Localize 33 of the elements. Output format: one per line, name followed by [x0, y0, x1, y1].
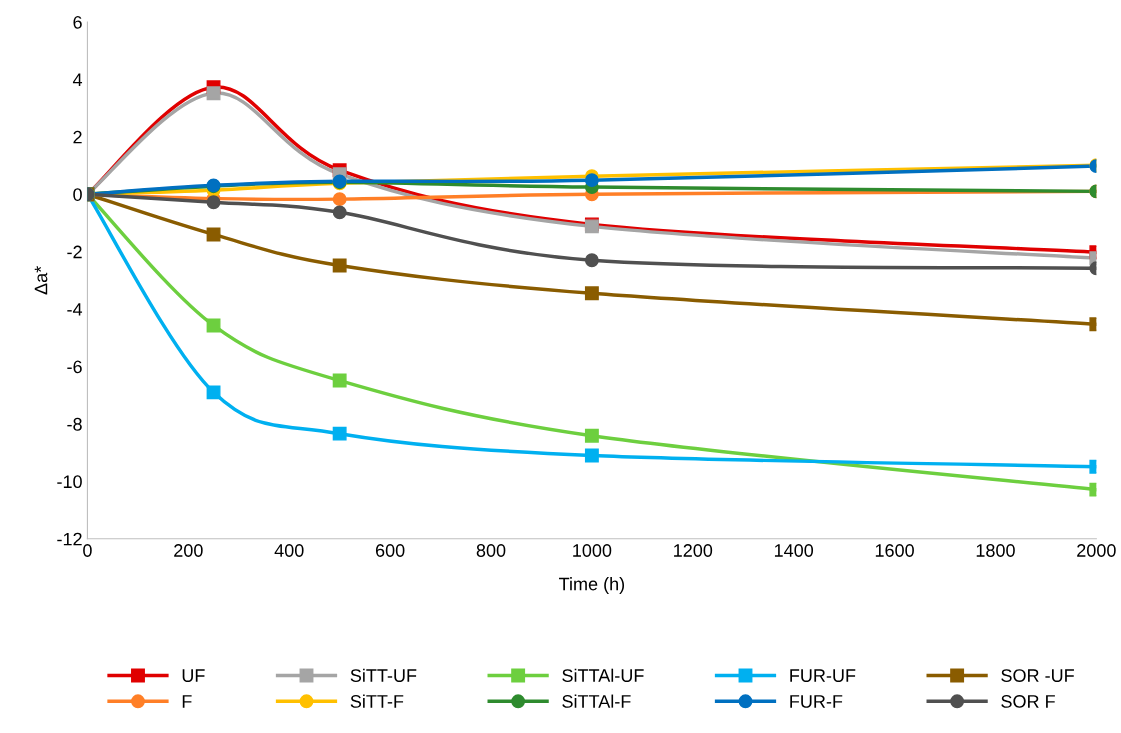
y-tick-label: 6: [73, 15, 82, 29]
legend-label: SOR F: [1001, 695, 1055, 708]
y-tick-label: -8: [67, 417, 82, 431]
x-tick-label: 1800: [976, 544, 1015, 557]
legend-label: SiTTAl-F: [562, 694, 631, 708]
x-tick-label: 1000: [573, 544, 612, 557]
x-tick-label: 200: [174, 544, 203, 557]
x-tick-label: 600: [375, 544, 405, 557]
legend-label: UF: [182, 669, 205, 682]
y-tick-label: -12: [57, 532, 82, 546]
y-tick-label: -6: [67, 360, 82, 374]
x-tick-label: 1200: [674, 544, 713, 557]
x-tick-label: 0: [83, 544, 92, 557]
x-tick-label: 1600: [875, 544, 914, 557]
y-tick-label: 4: [72, 73, 83, 86]
legend-label: SOR -UF: [1001, 669, 1074, 682]
y-tick-label: -10: [57, 475, 82, 489]
x-tick-label: 1400: [774, 544, 814, 557]
x-axis-title: Time (h): [559, 577, 625, 594]
y-tick-label: 0: [73, 188, 82, 201]
legend-label: FUR-UF: [790, 669, 856, 682]
legend-label: SiTT-F: [350, 694, 404, 708]
legend-label: FUR-F: [790, 695, 843, 708]
x-tick-label: 800: [476, 544, 506, 557]
x-tick-label: 2000: [1077, 544, 1116, 557]
y-tick-label: -4: [67, 303, 83, 316]
y-tick-label: -2: [67, 245, 82, 259]
legend-label: SiTTAl-UF: [562, 668, 644, 682]
y-axis-title: Δa*: [34, 266, 48, 295]
legend-label: SiTT-UF: [350, 668, 417, 682]
x-tick-label: 400: [274, 544, 304, 557]
y-tick-label: 2: [73, 130, 82, 144]
legend-label: F: [182, 695, 192, 708]
